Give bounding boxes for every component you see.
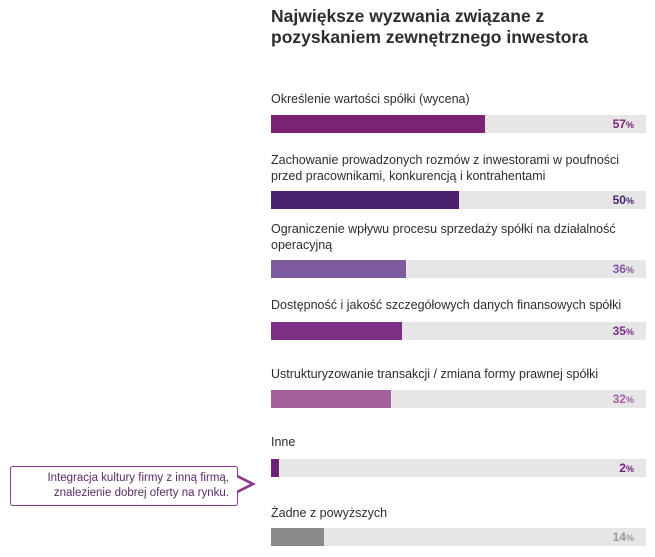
data-label-value: 36	[612, 262, 626, 276]
category-label: Określenie wartości spółki (wycena)	[271, 92, 470, 106]
bar	[271, 322, 403, 340]
chart-title: Największe wyzwania związane z pozyskani…	[271, 6, 589, 47]
data-label-unit: %	[625, 265, 634, 275]
data-label-unit: %	[625, 327, 634, 337]
bar	[271, 528, 324, 546]
bar-track: 2%	[271, 459, 646, 477]
data-label: 32%	[613, 390, 634, 409]
bar	[271, 115, 485, 133]
data-label-value: 14	[612, 530, 626, 544]
data-label-unit: %	[625, 395, 634, 405]
data-label-unit: %	[625, 196, 634, 206]
data-label: 50%	[613, 191, 634, 210]
data-label-unit: %	[625, 533, 634, 543]
data-label: 57%	[613, 115, 634, 134]
annotation-callout: Integracja kultury firmy z inną firmą, z…	[10, 466, 238, 506]
category-label: Zachowanie prowadzonych rozmów z inwesto…	[271, 153, 620, 183]
category-label: Żadne z powyższych	[271, 506, 388, 520]
bar	[271, 459, 279, 477]
data-label-value: 35	[612, 324, 626, 338]
bar	[271, 260, 406, 278]
category-label: Ograniczenie wpływu procesu sprzedaży sp…	[271, 222, 616, 252]
data-label: 35%	[613, 322, 634, 341]
data-label-unit: %	[625, 120, 634, 130]
bar	[271, 191, 459, 209]
bar	[271, 390, 391, 408]
bar-track: 50%	[271, 191, 646, 209]
data-label: 14%	[613, 528, 634, 547]
category-label: Inne	[271, 435, 296, 449]
bar-track: 57%	[271, 115, 646, 133]
bar-track: 36%	[271, 260, 646, 278]
category-label: Ustrukturyzowanie transakcji / zmiana fo…	[271, 367, 599, 381]
data-label-value: 2	[619, 461, 626, 475]
data-label: 36%	[613, 260, 634, 279]
annotation-pointer-inner	[236, 477, 250, 491]
bar-track: 35%	[271, 322, 646, 340]
data-label-value: 57	[612, 117, 626, 131]
bar-track: 14%	[271, 528, 646, 546]
bar-track: 32%	[271, 390, 646, 408]
data-label-value: 32	[612, 392, 626, 406]
data-label-unit: %	[625, 464, 634, 474]
data-label-value: 50	[612, 193, 626, 207]
data-label: 2%	[619, 459, 634, 478]
category-label: Dostępność i jakość szczegółowych danych…	[271, 298, 622, 312]
